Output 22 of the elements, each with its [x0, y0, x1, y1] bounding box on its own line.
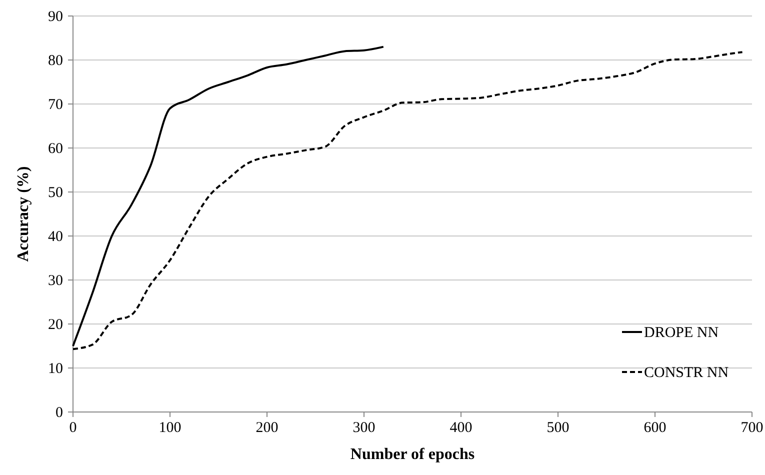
y-tick-label: 40: [48, 229, 63, 245]
x-tick-label: 100: [158, 420, 182, 436]
x-tick-label: 600: [644, 420, 666, 436]
y-tick-label: 70: [48, 97, 63, 113]
x-tick-label: 200: [256, 420, 278, 436]
x-tick-label: 700: [740, 420, 764, 436]
x-axis-title: Number of epochs: [350, 446, 475, 463]
y-tick-label: 60: [48, 141, 63, 157]
y-tick-label: 20: [48, 317, 63, 333]
y-tick-label: 30: [48, 273, 63, 289]
x-tick-label: 0: [69, 420, 77, 436]
legend-label: CONSTR NN: [644, 365, 729, 381]
x-tick-label: 500: [546, 420, 570, 436]
y-tick-label: 90: [48, 9, 63, 25]
y-tick-label: 80: [48, 53, 63, 69]
x-tick-label: 400: [450, 420, 472, 436]
y-tick-label: 50: [48, 185, 63, 201]
legend-label: DROPE NN: [644, 325, 719, 341]
x-tick-label: 300: [352, 420, 376, 436]
y-tick-label: 10: [48, 361, 63, 377]
y-tick-label: 0: [56, 405, 63, 421]
y-axis-title: Accuracy (%): [15, 166, 32, 262]
